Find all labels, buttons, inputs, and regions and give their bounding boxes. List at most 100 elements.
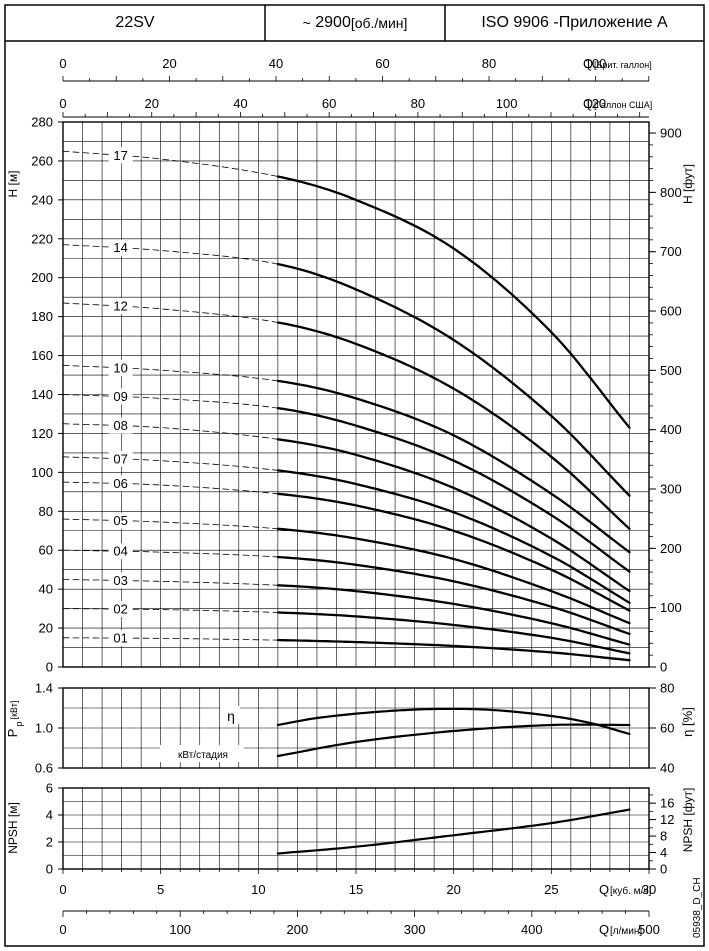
label-bg bbox=[220, 706, 240, 724]
y-tick-label: 180 bbox=[31, 309, 53, 324]
bottom-lmin-tick-label: 100 bbox=[169, 922, 191, 937]
y-tick-label: 4 bbox=[46, 808, 53, 823]
y-tick-label: 0 bbox=[46, 660, 53, 675]
y2-tick-label: 500 bbox=[660, 363, 682, 378]
npsh-ylabel: NPSH [м] bbox=[6, 802, 20, 854]
series-label-bg bbox=[108, 543, 133, 560]
head-curve-dashed-03 bbox=[62, 579, 279, 586]
series-08: 08 bbox=[62, 417, 631, 593]
series-label-14: 14 bbox=[113, 240, 127, 255]
head-curve-05 bbox=[276, 527, 631, 625]
efficiency-series-label: η bbox=[227, 708, 235, 724]
series-label-03: 03 bbox=[113, 573, 127, 588]
y2-tick-label: 400 bbox=[660, 422, 682, 437]
y-tick-label: 80 bbox=[39, 504, 53, 519]
head-curve-dashed-14 bbox=[62, 244, 279, 265]
top-tick-label: 40 bbox=[269, 56, 283, 71]
y-tick-label: 2 bbox=[46, 835, 53, 850]
top-tick-label: 80 bbox=[411, 96, 425, 111]
head-panel: 0204060801001201401601802002202402602800… bbox=[6, 115, 695, 675]
y-tick-label: 0 bbox=[46, 862, 53, 877]
series-label-08: 08 bbox=[113, 418, 127, 433]
head-curve-03 bbox=[276, 584, 631, 646]
power-ylabel: P bbox=[5, 729, 20, 738]
bottom-tick-label: 0 bbox=[59, 882, 66, 897]
top-tick-label: 60 bbox=[375, 56, 389, 71]
series-03: 03 bbox=[62, 572, 631, 646]
head-curve-dashed-07 bbox=[62, 456, 279, 471]
top-axis-unit-1: [Галлон США] bbox=[594, 100, 652, 110]
top-axis-q-1: Q bbox=[583, 96, 593, 111]
y-tick-label: 100 bbox=[31, 465, 53, 480]
bottom-tick-label: 15 bbox=[349, 882, 363, 897]
head-curve-12 bbox=[276, 321, 631, 530]
series-04: 04 bbox=[62, 543, 631, 636]
header-standard: ISO 9906 -Приложение A bbox=[481, 14, 668, 31]
y-tick-label: 220 bbox=[31, 231, 53, 246]
bottom-lmin-tick-label: 400 bbox=[521, 922, 543, 937]
label-bg bbox=[160, 745, 244, 762]
header-model: 22SV bbox=[115, 14, 155, 31]
top-tick-label: 80 bbox=[482, 56, 496, 71]
bottom-lmin-tick-label: 0 bbox=[59, 922, 66, 937]
top-axis-unit-0: [Брит. галлон] bbox=[594, 60, 652, 70]
power-ylabel-sub: p bbox=[14, 721, 24, 726]
bottom-tick-label: 20 bbox=[446, 882, 460, 897]
series-label-bg bbox=[108, 601, 133, 618]
head-curve-dashed-01 bbox=[62, 637, 279, 641]
top-tick-label: 20 bbox=[162, 56, 176, 71]
series-07: 07 bbox=[62, 450, 631, 604]
top-tick-label: 100 bbox=[585, 56, 607, 71]
head-curve-dashed-05 bbox=[62, 518, 279, 530]
series-label-05: 05 bbox=[113, 513, 127, 528]
y2-tick-label: 800 bbox=[660, 185, 682, 200]
bottom-axes: 0 5 10 15 20 25 30Q [куб. м/ч]0 100 200 300 400 500Q… bbox=[59, 869, 660, 937]
bottom-axis-q-1: Q bbox=[599, 922, 609, 937]
series-label-17: 17 bbox=[113, 148, 127, 163]
bottom-axis-unit-0: [куб. м/ч] bbox=[610, 885, 652, 897]
y-tick-label: 1.4 bbox=[35, 681, 53, 696]
power-panel: 0.6 1.0 1.4 40 60 80 Pp[кВт] η [%] η кВт/стадия bbox=[5, 681, 695, 776]
power-ylabel-unit: [кВт] bbox=[9, 701, 19, 720]
head-curve-dashed-04 bbox=[62, 549, 279, 558]
series-14: 14 bbox=[62, 239, 631, 497]
series-label-bg bbox=[108, 147, 133, 164]
npsh-ylabel2: NPSH [фут] bbox=[681, 788, 695, 853]
series-label-04: 04 bbox=[113, 544, 127, 559]
bottom-tick-label: 25 bbox=[544, 882, 558, 897]
bottom-axis-q-0: Q bbox=[599, 882, 609, 897]
y2-tick-label: 600 bbox=[660, 304, 682, 319]
head-curve-17 bbox=[276, 175, 631, 429]
head-curve-dashed-08 bbox=[62, 423, 279, 440]
power-curve bbox=[276, 723, 631, 758]
y-tick-label: 20 bbox=[39, 621, 53, 636]
head-curve-dashed-02 bbox=[62, 608, 279, 613]
y-tick-label: 140 bbox=[31, 387, 53, 402]
series-label-01: 01 bbox=[113, 631, 127, 646]
y-tick-label: 0.6 bbox=[35, 761, 53, 776]
series-05: 05 bbox=[62, 512, 631, 625]
efficiency-ylabel: η [%] bbox=[680, 707, 695, 737]
y-tick-label: 200 bbox=[31, 270, 53, 285]
top-tick-label: 120 bbox=[584, 96, 606, 111]
series-label-bg bbox=[108, 450, 133, 467]
y-axis-label: H [м] bbox=[6, 171, 20, 198]
series-label-bg bbox=[108, 298, 133, 315]
top-tick-label: 0 bbox=[59, 56, 66, 71]
series-label-bg bbox=[108, 512, 133, 529]
top-tick-label: 40 bbox=[233, 96, 247, 111]
series-label-07: 07 bbox=[113, 451, 127, 466]
y2-tick-label: 900 bbox=[660, 126, 682, 141]
y2-tick-label: 8 bbox=[660, 829, 667, 844]
y-tick-label: 40 bbox=[39, 582, 53, 597]
y2-tick-label: 200 bbox=[660, 541, 682, 556]
power-y-label: Pp[кВт] bbox=[5, 701, 24, 738]
head-curve-09 bbox=[276, 406, 631, 573]
series-06: 06 bbox=[62, 475, 631, 612]
y-tick-label: 120 bbox=[31, 426, 53, 441]
head-curve-08 bbox=[276, 438, 631, 593]
header-speed: ~ 2900 [об./мин] bbox=[302, 14, 408, 31]
series-12: 12 bbox=[62, 298, 631, 530]
